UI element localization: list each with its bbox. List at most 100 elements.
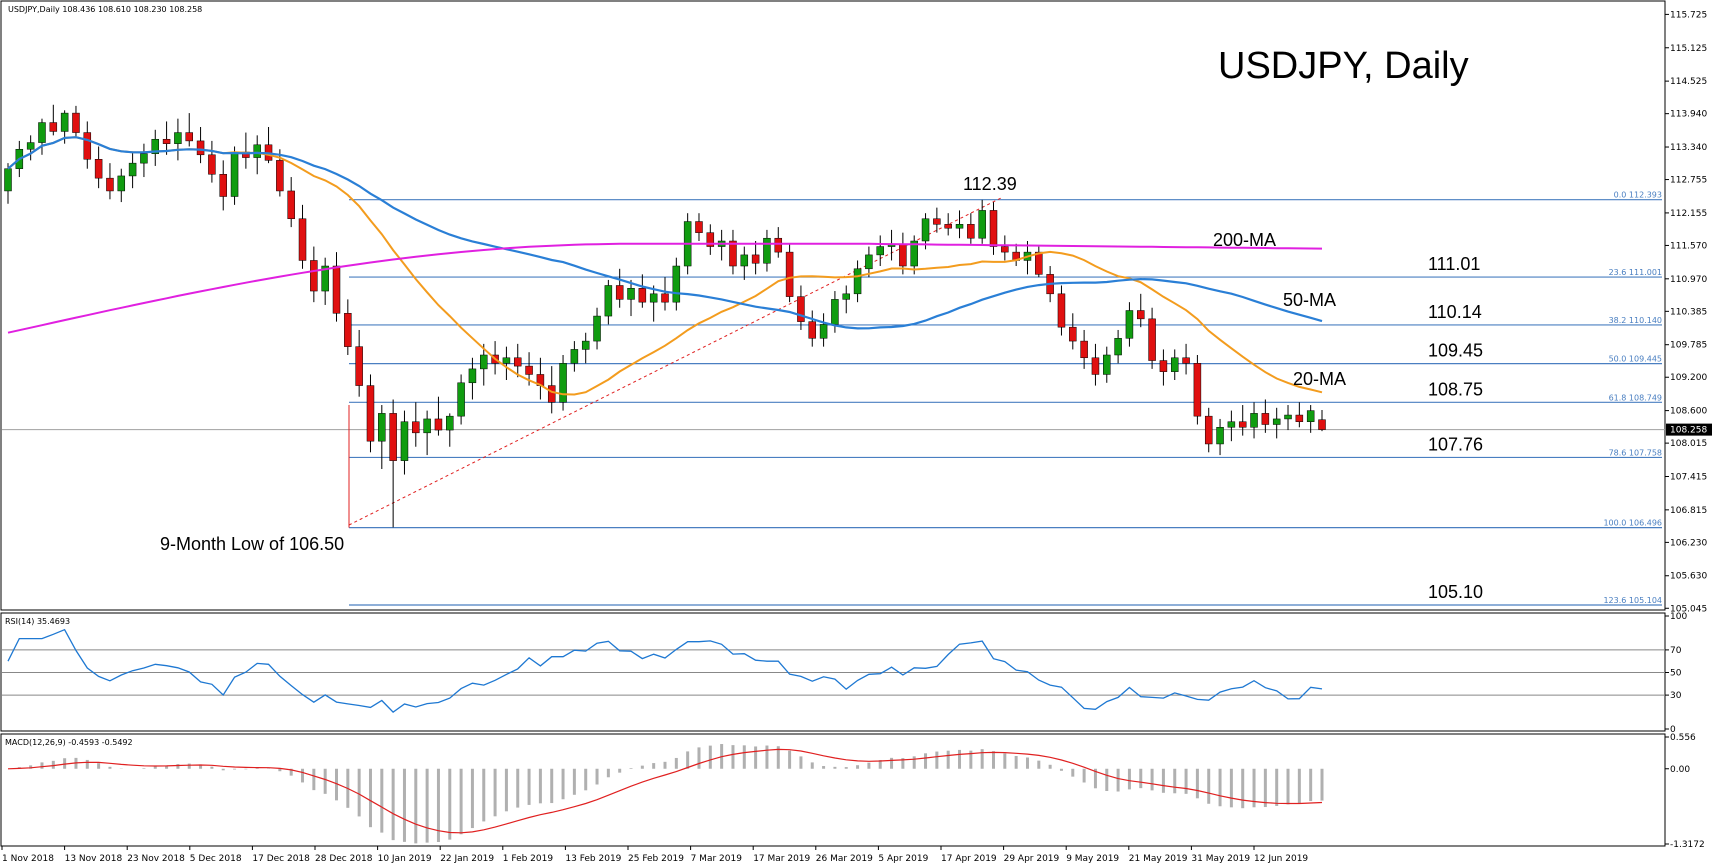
candle-body [412, 421, 420, 434]
high-annotation: 112.39 [963, 174, 1017, 194]
fib-level-label: 110.14 [1428, 302, 1482, 322]
time-tick-label: 13 Nov 2018 [65, 854, 123, 864]
time-tick-label: 17 Mar 2019 [753, 854, 810, 864]
candle-body [865, 254, 873, 270]
price-tick-label: 106.815 [1670, 506, 1707, 516]
candle-body [1193, 363, 1202, 417]
candle-body [921, 218, 930, 242]
time-tick-label: 12 Jun 2019 [1254, 854, 1308, 864]
macd-plot [7, 744, 1324, 844]
time-tick-label: 5 Apr 2019 [878, 854, 928, 864]
candle-body [208, 154, 216, 175]
candle-body [1069, 326, 1077, 342]
candle-body [49, 122, 58, 132]
price-axis: 115.725 115.125 114.525 113.940 113.340 112.7… [2, 10, 1712, 614]
ma50-label: 50-MA [1283, 290, 1336, 310]
candle-body [1137, 310, 1145, 320]
price-tick-label: 108.015 [1670, 439, 1707, 449]
candle-body [332, 265, 341, 314]
candle-body [661, 293, 669, 303]
fibonacci-levels: 0.0 112.393 23.6 111.001 111.01 38.2 110.14… [348, 191, 1662, 606]
time-tick-label: 10 Jan 2019 [378, 854, 432, 864]
candle-body [219, 174, 227, 197]
candle-body [4, 168, 12, 192]
candle-body [83, 132, 92, 160]
candle-body [808, 321, 817, 339]
candle-body [819, 324, 828, 339]
main-header: USDJPY,Daily 108.436 108.610 108.230 108… [8, 5, 202, 14]
candle-body [638, 288, 647, 303]
main-panel-frame [0, 0, 1666, 611]
price-tick-label: 113.940 [1670, 110, 1707, 120]
rsi-tick-label: 30 [1670, 691, 1682, 701]
candle-body [967, 224, 975, 239]
candle-body [446, 415, 454, 431]
candle-body [1227, 421, 1236, 428]
ma50-line [7, 136, 1323, 330]
candle-body [559, 363, 567, 403]
time-tick-label: 5 Dec 2018 [190, 854, 242, 864]
time-tick-label: 25 Feb 2019 [628, 854, 684, 864]
candle-body [763, 237, 771, 264]
candle-body [106, 177, 114, 192]
time-tick-label: 28 Dec 2018 [315, 854, 373, 864]
candle-body [423, 418, 431, 434]
candle-body [547, 385, 556, 403]
time-tick-label: 21 May 2019 [1129, 854, 1188, 864]
candle-body [38, 122, 46, 143]
price-tick-label: 110.970 [1670, 275, 1707, 285]
price-tick-label: 109.200 [1670, 373, 1707, 383]
candle-body [366, 385, 375, 442]
time-tick-label: 1 Nov 2018 [2, 854, 54, 864]
rsi-plot [7, 628, 1323, 713]
fib-level-label: 111.01 [1428, 254, 1480, 274]
price-tick-label: 105.045 [1670, 604, 1707, 614]
macd-tick-label: -1.3172 [1670, 840, 1705, 850]
candle-body [400, 421, 409, 461]
candle-body [695, 221, 703, 233]
macd-tick-label: 0.556 [1670, 733, 1696, 743]
candle-body [604, 285, 613, 317]
rsi-axis: 100 70 50 30 0 [2, 612, 1687, 735]
candle-body [1261, 413, 1270, 425]
candle-body [581, 340, 590, 350]
candle-body [1057, 293, 1066, 328]
candle-body [672, 265, 681, 303]
time-tick-label: 26 Mar 2019 [816, 854, 873, 864]
fib-level-label: 105.10 [1428, 582, 1483, 602]
price-tick-label: 107.415 [1670, 472, 1707, 482]
candle-body [842, 293, 850, 300]
price-tick-label: 108.600 [1670, 407, 1707, 417]
candle-body [151, 138, 160, 154]
ma200-line [7, 242, 1323, 334]
candle-body [706, 232, 715, 247]
candle-body [310, 260, 318, 292]
candles [4, 104, 1326, 528]
candle-body [1284, 414, 1292, 420]
candle-body [955, 224, 964, 229]
candle-body [853, 268, 862, 295]
time-tick-label: 1 Feb 2019 [503, 854, 554, 864]
time-tick-label: 9 May 2019 [1066, 854, 1119, 864]
time-tick-label: 13 Feb 2019 [565, 854, 621, 864]
candle-body [128, 162, 137, 177]
candle-body [1216, 427, 1224, 445]
current-price-label: 108.258 [1670, 426, 1707, 436]
candle-body [298, 218, 307, 261]
candle-body [140, 153, 148, 164]
candle-body [94, 159, 103, 179]
candle-body [196, 140, 205, 156]
candle-body [162, 138, 171, 144]
candle-body [729, 240, 737, 267]
fib-level-tag: 123.6 105.104 [1603, 596, 1662, 605]
rsi-line [7, 628, 1323, 713]
fibonacci-trendline [348, 196, 1004, 526]
price-tick-label: 115.725 [1670, 10, 1707, 20]
fib-level-label: 108.75 [1428, 379, 1483, 399]
price-tick-label: 112.755 [1670, 176, 1707, 186]
rsi-tick-label: 50 [1670, 669, 1682, 679]
price-tick-label: 106.230 [1670, 538, 1707, 548]
candle-body [321, 265, 329, 292]
fib-level-tag: 23.6 111.001 [1609, 268, 1662, 277]
candle-body [785, 251, 794, 297]
